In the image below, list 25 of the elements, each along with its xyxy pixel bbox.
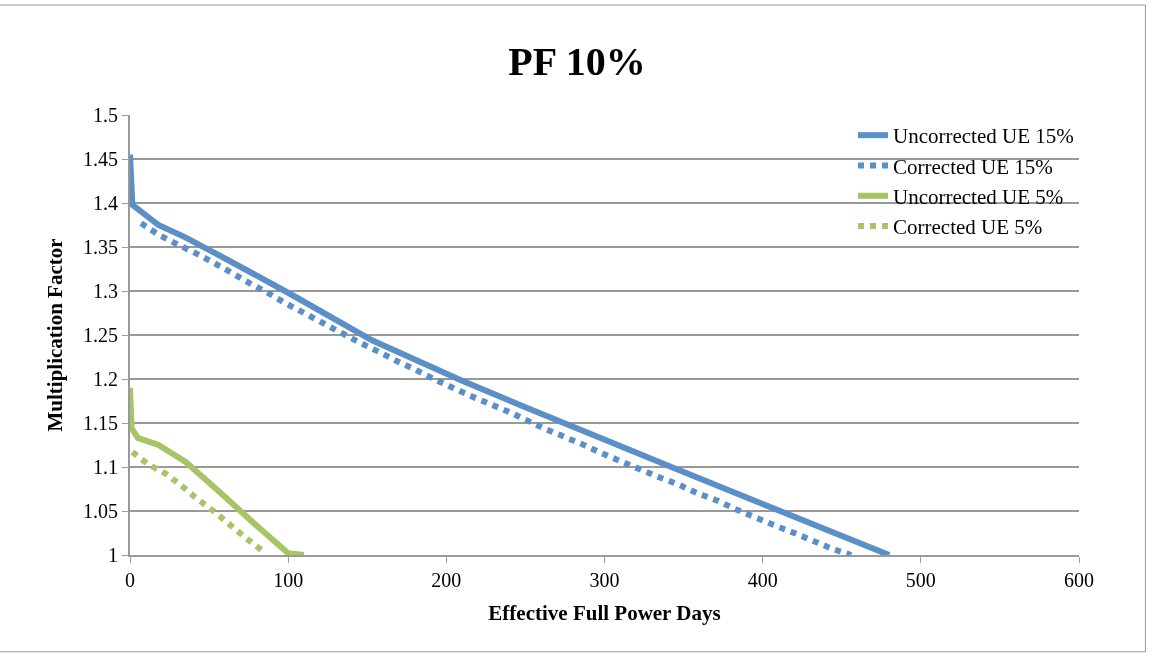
- legend-label: Uncorrected UE 15%: [893, 124, 1074, 149]
- y-axis-title: Multiplication Factor: [42, 238, 67, 432]
- y-tick-label: 1.45: [83, 148, 118, 170]
- chart-title: PF 10%: [508, 38, 646, 84]
- x-tick-label: 0: [125, 569, 135, 591]
- y-tick-label: 1.4: [93, 192, 118, 214]
- y-tick-label: 1.1: [93, 456, 118, 478]
- x-tick-label: 100: [273, 569, 304, 591]
- x-tick-label: 600: [1064, 569, 1094, 591]
- y-tick-label: 1.2: [93, 368, 118, 390]
- legend-label: Corrected UE 5%: [893, 215, 1043, 240]
- legend-label: Uncorrected UE 5%: [893, 184, 1064, 209]
- x-axis-title: Effective Full Power Days: [488, 600, 721, 625]
- y-tick-label: 1.3: [93, 280, 118, 302]
- x-tick-label: 300: [589, 569, 620, 591]
- y-tick-label: 1.35: [83, 236, 118, 258]
- x-tick-label: 400: [747, 569, 778, 591]
- y-tick-label: 1.05: [83, 500, 118, 522]
- y-tick-label: 1.25: [83, 324, 118, 346]
- y-tick-label: 1.5: [93, 104, 118, 126]
- legend-label: Corrected UE 15%: [893, 154, 1053, 179]
- y-tick-label: 1: [108, 544, 118, 566]
- y-tick-label: 1.15: [83, 412, 118, 434]
- x-tick-label: 200: [431, 569, 462, 591]
- x-tick-label: 500: [905, 569, 936, 591]
